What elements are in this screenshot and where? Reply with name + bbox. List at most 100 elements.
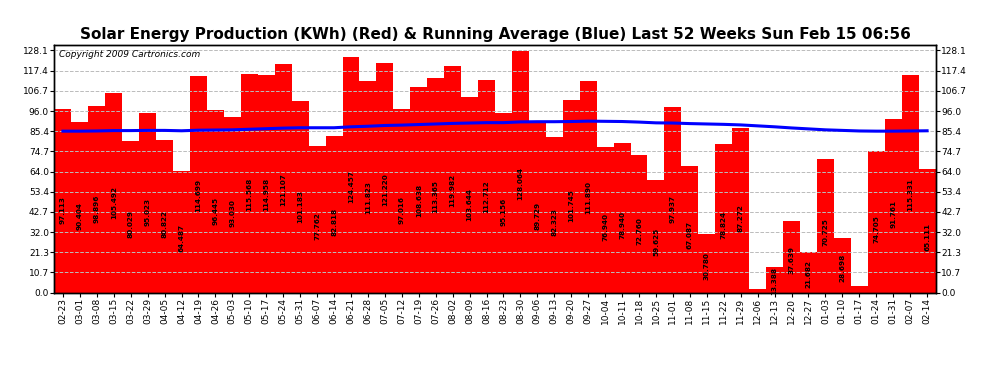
Bar (783, 221, 800, 292)
Text: 67.087: 67.087 (687, 222, 693, 249)
Text: 78.824: 78.824 (721, 211, 727, 240)
Text: 93.030: 93.030 (230, 200, 236, 227)
Bar (580, 81, 597, 292)
Bar (614, 143, 631, 292)
Text: 28.698: 28.698 (840, 254, 845, 282)
Bar (156, 140, 173, 292)
Bar (512, 51, 529, 292)
Text: 111.890: 111.890 (585, 181, 591, 214)
Bar (54, 109, 71, 292)
Bar (410, 87, 428, 292)
Text: 121.107: 121.107 (280, 173, 286, 206)
Text: 13.388: 13.388 (771, 267, 777, 295)
Text: 72.760: 72.760 (636, 217, 643, 244)
Bar (224, 117, 241, 292)
Text: 95.156: 95.156 (501, 198, 507, 226)
Bar (173, 171, 190, 292)
Bar (309, 146, 326, 292)
Bar (445, 66, 461, 292)
Bar (885, 119, 902, 292)
Text: 59.625: 59.625 (653, 228, 659, 256)
Bar (850, 286, 868, 292)
Text: 112.712: 112.712 (483, 180, 489, 213)
Text: 74.705: 74.705 (873, 215, 879, 243)
Bar (140, 113, 156, 292)
Text: 87.272: 87.272 (738, 204, 743, 232)
Text: Copyright 2009 Cartronics.com: Copyright 2009 Cartronics.com (58, 50, 200, 59)
Bar (749, 290, 766, 292)
Bar (71, 122, 88, 292)
Bar (105, 93, 122, 292)
Bar (257, 75, 275, 292)
Text: 89.729: 89.729 (535, 202, 541, 230)
Text: 21.682: 21.682 (806, 260, 812, 288)
Text: 82.818: 82.818 (331, 208, 337, 236)
Bar (241, 74, 257, 292)
Text: 115.568: 115.568 (247, 178, 252, 211)
Bar (376, 63, 393, 292)
Text: 128.064: 128.064 (518, 167, 524, 200)
Bar (529, 123, 545, 292)
Text: 105.492: 105.492 (111, 186, 117, 219)
Bar (461, 97, 478, 292)
Text: 37.639: 37.639 (788, 246, 795, 274)
Bar (902, 75, 919, 292)
Text: 114.699: 114.699 (195, 178, 202, 212)
Bar (326, 136, 343, 292)
Text: 80.029: 80.029 (128, 210, 134, 238)
Bar (647, 180, 664, 292)
Text: 113.365: 113.365 (433, 180, 439, 213)
Bar (393, 109, 410, 292)
Bar (919, 170, 936, 292)
Text: 111.823: 111.823 (365, 181, 371, 214)
Bar (292, 101, 309, 292)
Text: 101.745: 101.745 (568, 189, 574, 222)
Bar (868, 152, 885, 292)
Text: 124.457: 124.457 (347, 170, 354, 203)
Text: 65.111: 65.111 (924, 223, 930, 251)
Text: 30.780: 30.780 (704, 252, 710, 280)
Text: 80.822: 80.822 (161, 210, 167, 238)
Bar (800, 252, 817, 292)
Text: 115.331: 115.331 (907, 178, 913, 211)
Text: 98.896: 98.896 (94, 194, 100, 223)
Text: 119.982: 119.982 (449, 174, 455, 207)
Bar (495, 113, 512, 292)
Bar (817, 159, 834, 292)
Text: 91.761: 91.761 (890, 201, 896, 228)
Text: 108.638: 108.638 (416, 184, 422, 217)
Bar (190, 76, 207, 292)
Bar (766, 267, 783, 292)
Bar (545, 137, 562, 292)
Bar (681, 166, 698, 292)
Text: 70.725: 70.725 (823, 218, 829, 246)
Text: 97.016: 97.016 (399, 196, 405, 224)
Bar (359, 81, 376, 292)
Text: 96.445: 96.445 (213, 196, 219, 225)
Text: 97.937: 97.937 (670, 195, 676, 223)
Bar (274, 64, 292, 292)
Text: 114.958: 114.958 (263, 178, 269, 212)
Title: Solar Energy Production (KWh) (Red) & Running Average (Blue) Last 52 Weeks Sun F: Solar Energy Production (KWh) (Red) & Ru… (79, 27, 911, 42)
Bar (562, 100, 580, 292)
Bar (715, 144, 733, 292)
Text: 82.323: 82.323 (551, 209, 557, 237)
Text: 76.940: 76.940 (602, 213, 608, 241)
Bar (428, 78, 445, 292)
Text: 121.220: 121.220 (382, 173, 388, 206)
Bar (597, 147, 614, 292)
Text: 90.404: 90.404 (77, 202, 83, 229)
Bar (207, 110, 224, 292)
Text: 103.644: 103.644 (466, 188, 472, 221)
Bar (733, 128, 749, 292)
Text: 95.023: 95.023 (145, 198, 150, 226)
Text: 101.183: 101.183 (297, 190, 303, 223)
Text: 97.113: 97.113 (60, 196, 66, 224)
Bar (664, 108, 681, 292)
Bar (631, 155, 647, 292)
Bar (122, 141, 140, 292)
Text: 77.762: 77.762 (314, 213, 320, 240)
Bar (343, 57, 359, 292)
Text: 64.487: 64.487 (178, 224, 184, 252)
Bar (478, 80, 495, 292)
